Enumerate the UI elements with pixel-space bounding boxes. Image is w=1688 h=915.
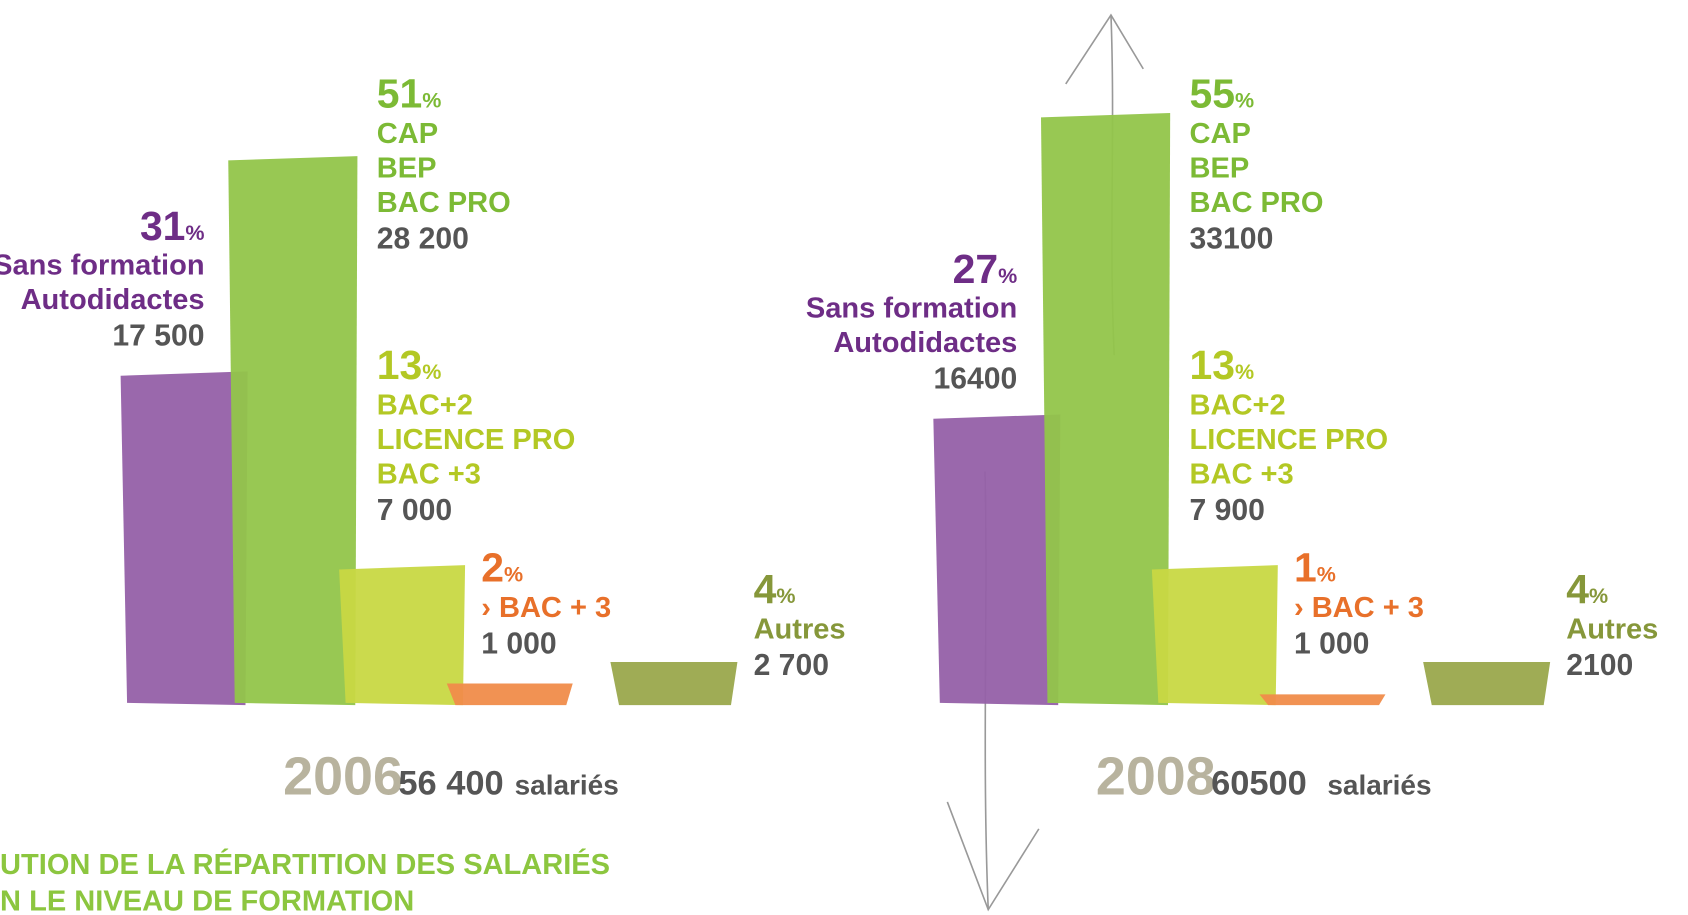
percent-sign: %	[1235, 360, 1254, 384]
year-label: 2008	[1096, 746, 1216, 806]
bar	[1423, 662, 1551, 706]
bar	[446, 683, 573, 706]
category-label: BAC +3	[377, 458, 481, 490]
bar	[1040, 113, 1171, 706]
count-label: 2 700	[754, 649, 829, 682]
bar	[610, 662, 738, 706]
count-label: 2100	[1566, 649, 1633, 682]
percent-label: 55%	[1190, 71, 1255, 117]
count-label: 16400	[934, 363, 1018, 396]
bar	[1151, 565, 1278, 706]
count-label: 33100	[1190, 223, 1274, 256]
percent-label: 2%	[481, 544, 523, 590]
percent-sign: %	[776, 584, 795, 608]
category-label: BAC+2	[1190, 389, 1286, 421]
percent-sign: %	[185, 221, 204, 245]
percent-label: 31%	[140, 203, 205, 249]
percent-sign: %	[422, 360, 441, 384]
caption-line: UTION DE LA RÉPARTITION DES SALARIÉS	[0, 847, 610, 881]
unit-label: salariés	[515, 769, 619, 800]
arrow-head	[1065, 13, 1144, 85]
percent-sign: %	[1589, 584, 1608, 608]
category-label: BEP	[1190, 153, 1250, 185]
count-label: 1 000	[481, 627, 556, 660]
category-label: Autodidactes	[21, 284, 205, 316]
percent-value: 13	[1190, 342, 1235, 388]
percent-label: 51%	[377, 71, 442, 117]
category-label: CAP	[1190, 118, 1251, 150]
caption-line: N LE NIVEAU DE FORMATION	[0, 886, 414, 915]
bar	[228, 156, 358, 706]
bar	[933, 414, 1061, 706]
count-label: 7 900	[1190, 494, 1265, 527]
percent-label: 27%	[953, 246, 1018, 292]
percent-sign: %	[998, 264, 1017, 288]
percent-value: 51	[377, 71, 422, 117]
percent-value: 4	[754, 566, 777, 612]
percent-label: 1%	[1294, 544, 1336, 590]
percent-value: 4	[1566, 566, 1589, 612]
category-label: BAC +3	[1190, 458, 1294, 490]
count-label: 17 500	[112, 320, 204, 353]
category-label: BAC PRO	[1190, 187, 1324, 219]
count-label: 7 000	[377, 494, 452, 527]
category-label: Sans formation	[0, 250, 205, 282]
category-label: CAP	[377, 118, 438, 150]
percent-value: 27	[953, 246, 998, 292]
category-label: Autodidactes	[833, 327, 1017, 359]
category-label: BEP	[377, 153, 437, 185]
bar	[120, 371, 248, 706]
category-label: BAC+2	[377, 389, 473, 421]
percent-sign: %	[504, 562, 523, 586]
category-label: Autres	[754, 613, 846, 645]
percent-sign: %	[1317, 562, 1336, 586]
percent-value: 13	[377, 342, 422, 388]
percent-value: 55	[1190, 71, 1235, 117]
percent-label: 13%	[1190, 342, 1255, 388]
arrow-head	[946, 801, 1040, 912]
category-label: BAC PRO	[377, 187, 511, 219]
percent-value: 1	[1294, 544, 1317, 590]
bar	[1259, 694, 1386, 706]
percent-label: 4%	[1566, 566, 1608, 612]
percent-sign: %	[1235, 89, 1254, 113]
bar	[339, 565, 466, 706]
category-label: Sans formation	[806, 293, 1017, 325]
percent-value: 31	[140, 203, 185, 249]
unit-label: salariés	[1327, 769, 1431, 800]
percent-value: 2	[481, 544, 504, 590]
count-label: 1 000	[1294, 627, 1369, 660]
total-label: 56 400	[398, 764, 503, 802]
percent-sign: %	[422, 89, 441, 113]
category-label: Autres	[1566, 613, 1658, 645]
count-label: 28 200	[377, 223, 469, 256]
percent-label: 13%	[377, 342, 442, 388]
category-label: LICENCE PRO	[1190, 424, 1389, 456]
year-label: 2006	[283, 746, 403, 806]
category-label: LICENCE PRO	[377, 424, 576, 456]
category-label: › BAC + 3	[481, 592, 611, 624]
percent-label: 4%	[754, 566, 796, 612]
category-label: › BAC + 3	[1294, 592, 1424, 624]
total-label: 60500	[1211, 764, 1307, 802]
